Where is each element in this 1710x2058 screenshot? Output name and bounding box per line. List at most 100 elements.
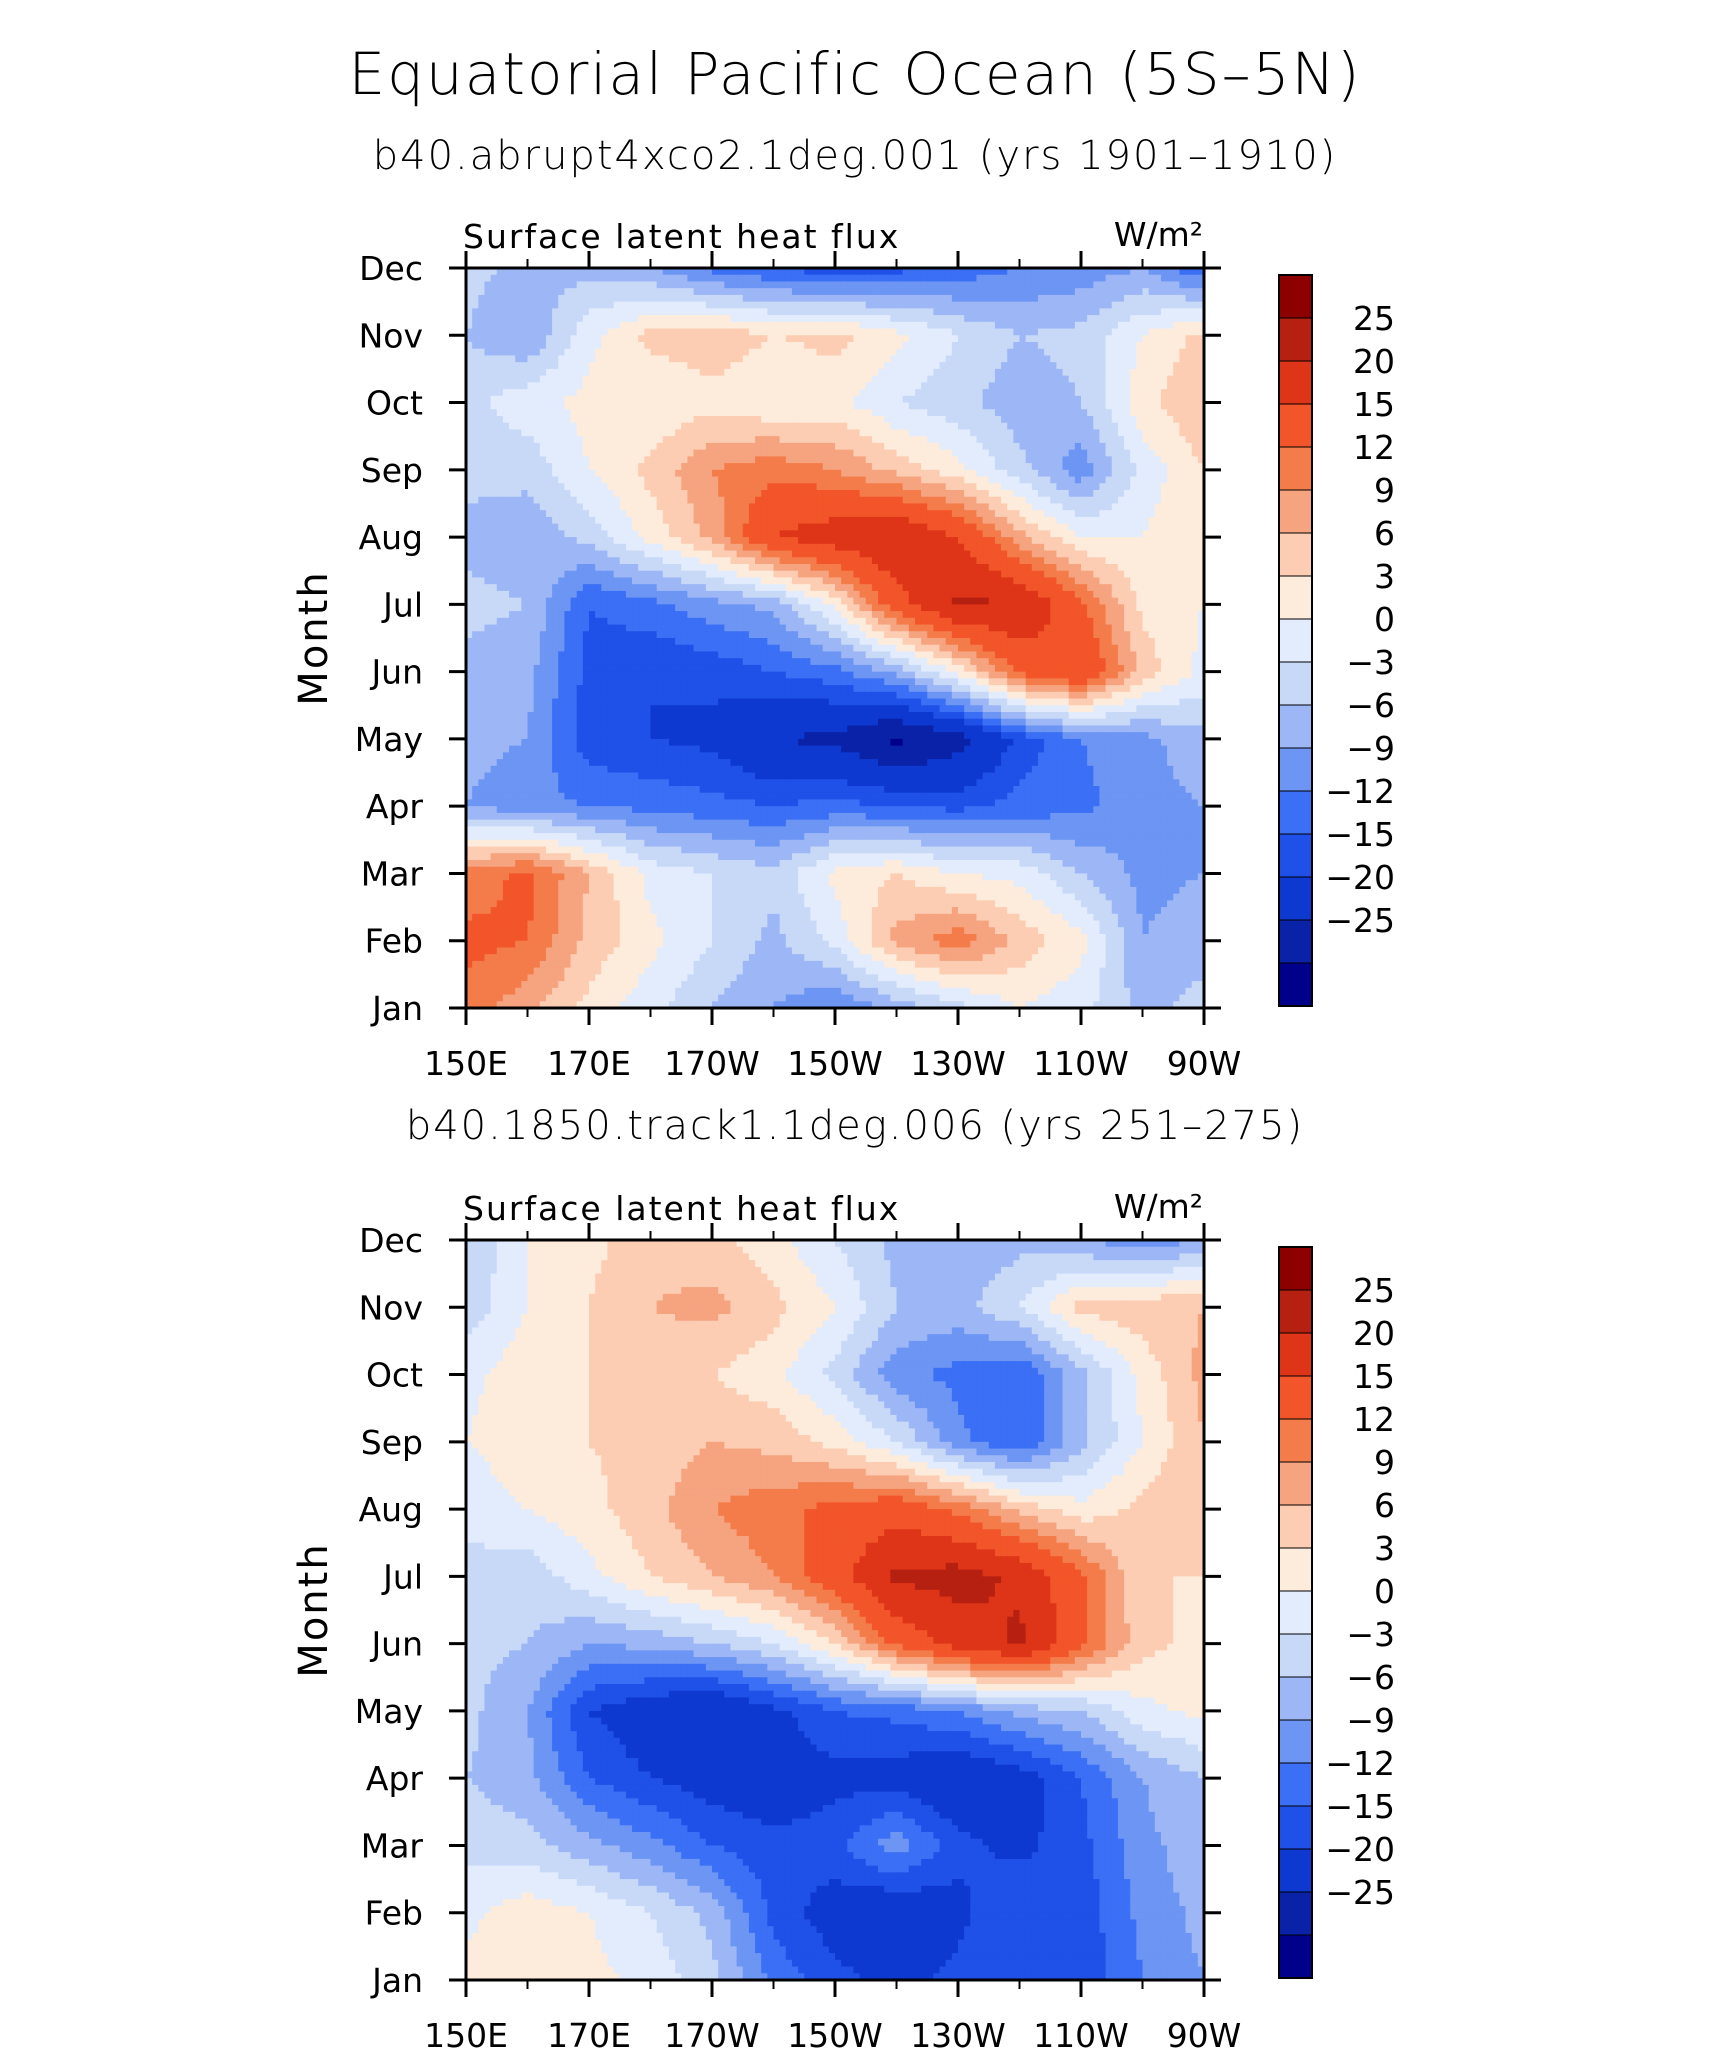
heatmap-cell (490, 543, 498, 552)
heatmap-cell (835, 463, 842, 471)
heatmap-cell (1136, 516, 1144, 525)
heatmap-cell (878, 409, 885, 417)
heatmap-cell (822, 476, 830, 484)
heatmap-cell (773, 402, 781, 410)
heatmap-cell (755, 483, 762, 491)
heatmap-cell (718, 436, 725, 444)
heatmap-cell (1124, 496, 1131, 505)
heatmap-cell (466, 523, 473, 532)
heatmap-cell (1013, 342, 1021, 350)
heatmap-cell (1167, 395, 1174, 404)
heatmap-cell (1093, 422, 1101, 431)
heatmap-cell (982, 382, 990, 390)
heatmap-cell (619, 362, 627, 370)
heatmap-cell (638, 368, 646, 377)
heatmap-cell (816, 436, 824, 444)
heatmap-cell (921, 469, 928, 478)
heatmap-cell (1013, 395, 1021, 404)
heatmap-cell (718, 530, 725, 538)
heatmap-cell (1025, 429, 1033, 437)
heatmap-cell (939, 348, 947, 357)
heatmap-cell (927, 348, 935, 357)
heatmap-cell (1105, 389, 1113, 397)
heatmap-cell (767, 375, 775, 384)
heatmap-cell (632, 496, 639, 505)
heatmap-cell (1167, 537, 1174, 545)
heatmap-cell (958, 382, 965, 390)
heatmap-cell (1111, 463, 1119, 471)
heatmap-cell (773, 308, 781, 316)
heatmap-cell (994, 442, 1002, 451)
heatmap-cell (687, 490, 695, 498)
panel-2-title: b40.1850.track1.1deg.006 (yrs 251–275) (0, 1103, 1710, 1149)
heatmap-cell (687, 523, 695, 532)
heatmap-cell (748, 436, 756, 444)
heatmap-cell (945, 416, 953, 424)
heatmap-cell (1050, 436, 1058, 444)
heatmap-cell (773, 416, 781, 424)
heatmap-cell (601, 530, 609, 538)
heatmap-cell (970, 510, 978, 518)
heatmap-cell (736, 530, 744, 538)
heatmap-cell (761, 335, 769, 343)
heatmap-cell (933, 301, 941, 310)
heatmap-cell (1099, 348, 1107, 357)
heatmap-cell (699, 510, 707, 518)
heatmap-cell (668, 537, 676, 545)
heatmap-cell (472, 496, 479, 505)
heatmap-cell (1117, 537, 1125, 545)
heatmap-cell (914, 315, 922, 323)
heatmap-cell (558, 476, 566, 484)
heatmap-cell (1167, 449, 1174, 458)
heatmap-cell (921, 516, 928, 525)
heatmap-cell (570, 321, 578, 330)
heatmap-cell (878, 321, 885, 330)
heatmap-cell (988, 402, 996, 410)
heatmap-cell (662, 389, 670, 397)
heatmap-cell (1117, 523, 1125, 532)
heatmap-cell (1124, 321, 1131, 330)
heatmap-cell (865, 449, 873, 458)
heatmap-cell (613, 516, 621, 525)
heatmap-cell (742, 463, 750, 471)
heatmap-cell (748, 543, 756, 552)
heatmap-cell (1154, 375, 1162, 384)
heatmap-cell (927, 301, 935, 310)
heatmap-cell (1062, 463, 1070, 471)
heatmap-cell (502, 523, 510, 532)
heatmap-cell (1001, 382, 1008, 390)
heatmap-cell (822, 523, 830, 532)
heatmap-cell (1173, 516, 1181, 525)
heatmap-cell (576, 368, 584, 377)
heatmap-cell (791, 463, 799, 471)
heatmap-cell (1044, 335, 1051, 343)
heatmap-cell (484, 308, 492, 316)
heatmap-cell (835, 530, 842, 538)
heatmap-cell (994, 301, 1002, 310)
heatmap-cell (589, 274, 596, 283)
heatmap-cell (545, 389, 553, 397)
heatmap-cell (466, 335, 473, 343)
heatmap-cell (687, 355, 695, 363)
heatmap-cell (988, 530, 996, 538)
heatmap-cell (712, 456, 719, 464)
heatmap-cell (1001, 436, 1008, 444)
heatmap-cell (539, 382, 547, 390)
heatmap-cell (644, 342, 652, 350)
heatmap-cell (533, 382, 541, 390)
heatmap-cell (582, 476, 590, 484)
heatmap-cell (859, 375, 867, 384)
heatmap-cell (619, 348, 627, 357)
heatmap-cell (589, 476, 596, 484)
heatmap-cell (681, 442, 689, 451)
heatmap-cell (1105, 510, 1113, 518)
heatmap-cell (1148, 321, 1156, 330)
heatmap-cell (835, 422, 842, 431)
heatmap-cell (1179, 288, 1187, 296)
heatmap-cell (921, 422, 928, 431)
heatmap-cell (878, 375, 885, 384)
heatmap-cell (822, 429, 830, 437)
heatmap-cell (816, 308, 824, 316)
heatmap-cell (1056, 463, 1064, 471)
heatmap-cell (1068, 368, 1076, 377)
